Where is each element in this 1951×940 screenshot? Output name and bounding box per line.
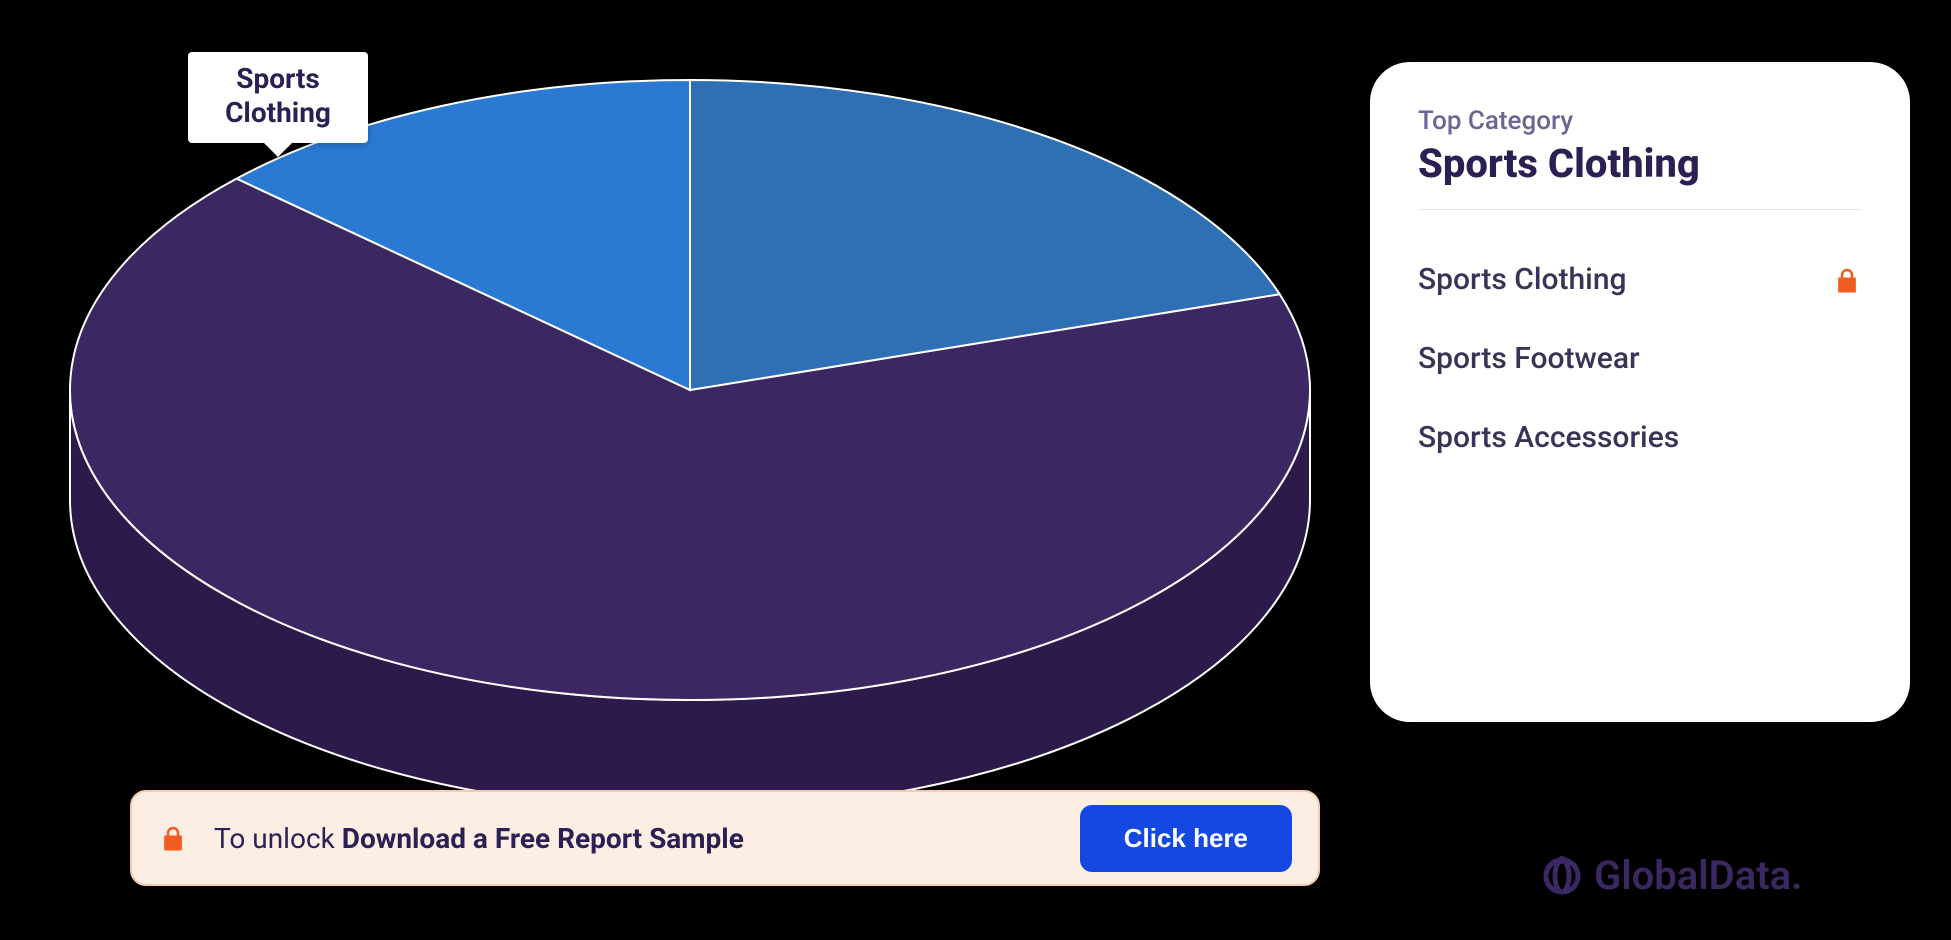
brand-name: GlobalData. [1594,852,1803,899]
lock-icon [1832,265,1862,295]
pie-callout-line2: Clothing [225,96,331,129]
cta-text-prefix: To unlock [214,822,342,855]
legend-divider [1418,209,1862,210]
legend-item-label: Sports Accessories [1418,420,1679,455]
cta-bar: To unlock Download a Free Report Sample … [130,790,1320,886]
brand-icon [1540,854,1584,898]
pie-slice-callout: SportsClothing [188,52,368,143]
legend-item[interactable]: Sports Accessories [1418,398,1862,477]
legend-item[interactable]: Sports Footwear [1418,319,1862,398]
cta-button[interactable]: Click here [1080,805,1292,872]
pie-chart [30,40,1350,850]
cta-text-bold: Download a Free Report Sample [342,822,744,855]
legend-subtitle: Top Category [1418,106,1862,136]
brand-logo: GlobalData. [1540,852,1803,899]
legend-card: Top Category Sports Clothing Sports Clot… [1370,62,1910,722]
legend-item-label: Sports Footwear [1418,341,1640,376]
lock-icon [158,823,188,853]
pie-callout-line1: Sports [236,62,320,95]
cta-text: To unlock Download a Free Report Sample [214,822,1054,855]
legend-item-label: Sports Clothing [1418,262,1627,297]
legend-item[interactable]: Sports Clothing [1418,240,1862,319]
legend-title: Sports Clothing [1418,140,1862,187]
